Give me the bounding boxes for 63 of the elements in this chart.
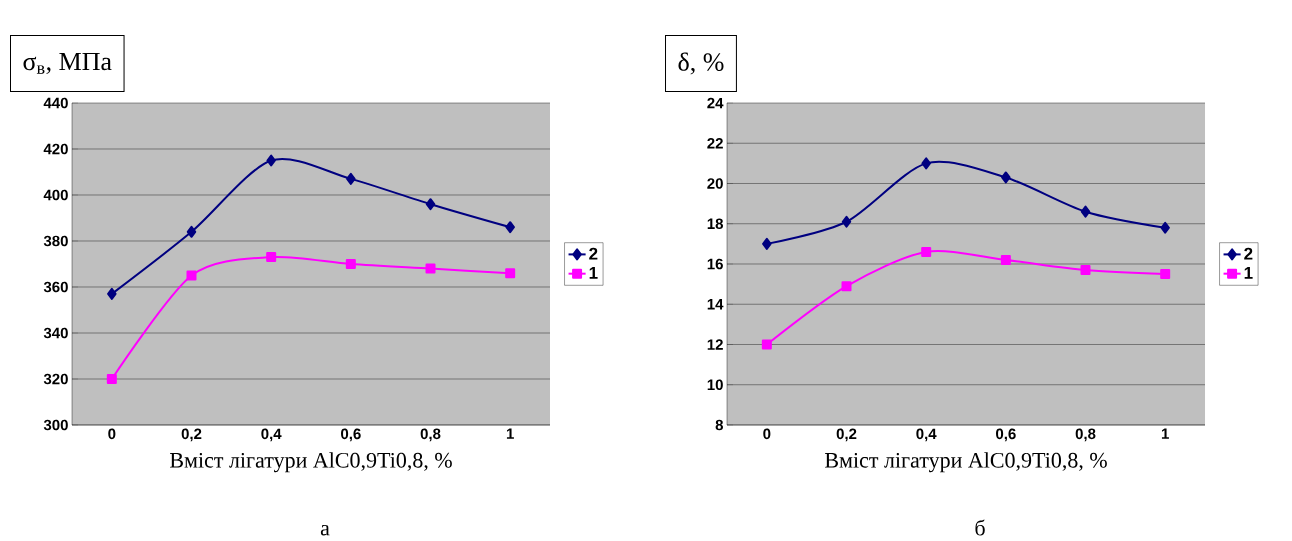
y-tick-label: 10 [707, 379, 723, 391]
legend-label: 1 [1244, 267, 1253, 279]
y-tick-label: 400 [43, 189, 68, 201]
text: б [975, 519, 985, 536]
x-axis-title: Вміст лігатури AlC0,9Ti0,8, % [169, 452, 452, 473]
point [1000, 254, 1011, 265]
x-tick-label: 0,6 [996, 428, 1016, 442]
y-tick-label: 320 [43, 373, 68, 385]
y-tick-label: 440 [43, 97, 68, 109]
y-tick-label: 18 [707, 218, 724, 230]
y-tick-label: 24 [707, 97, 724, 109]
legend-label: 1 [589, 267, 598, 279]
y-tick-label: 8 [715, 419, 724, 431]
y-tick-label: 420 [43, 143, 68, 155]
x-tick-label: 0,4 [916, 428, 937, 442]
point [1080, 265, 1091, 276]
point [921, 157, 931, 170]
y-tick-label: 22 [707, 138, 723, 149]
point [841, 215, 852, 228]
x-tick-label: 0,2 [836, 428, 857, 442]
point [1080, 205, 1091, 218]
y-axis-title: δ, % [678, 52, 724, 75]
x-tick-label: 0,8 [420, 428, 441, 442]
x-tick-label: 0,8 [1075, 428, 1096, 442]
point [1001, 171, 1011, 184]
x-tick-label: 0,2 [181, 428, 202, 442]
point [425, 263, 436, 274]
x-tick-label: 0 [763, 428, 771, 440]
y-tick-label: 20 [707, 178, 723, 189]
y-tick-label: 300 [43, 419, 68, 431]
point [186, 225, 197, 238]
y-tick-label: 360 [43, 281, 68, 293]
x-tick-label: 0,4 [261, 428, 282, 442]
point [266, 252, 277, 263]
y-tick-label: 14 [707, 299, 724, 310]
legend-label: 2 [1244, 247, 1253, 260]
point [921, 246, 932, 257]
point [505, 268, 516, 279]
x-axis-title: Вміст лігатури AlC0,9Ti0,8, % [825, 452, 1107, 473]
y-tick-label: 12 [707, 339, 723, 350]
y-tick-label: 340 [43, 327, 68, 339]
point [107, 287, 117, 300]
point [841, 281, 852, 292]
x-tick-label: 1 [506, 428, 514, 439]
y-tick-label: 16 [707, 258, 723, 270]
legend-label: 2 [589, 247, 598, 260]
point [761, 339, 772, 350]
point [266, 154, 276, 167]
point [505, 221, 515, 234]
y-tick-label: 380 [43, 235, 68, 247]
x-tick-label: 1 [1161, 428, 1169, 439]
point [762, 237, 772, 250]
x-tick-label: 0,6 [341, 428, 361, 442]
point [346, 172, 356, 185]
x-tick-label: 0 [108, 428, 116, 440]
point [345, 259, 356, 269]
point [1160, 221, 1170, 234]
y-axis-title: σ$_{в}$, МПа [23, 52, 112, 75]
point [186, 270, 197, 281]
text: а [320, 524, 330, 536]
point [106, 374, 117, 384]
point [425, 198, 436, 211]
point [1160, 269, 1171, 280]
